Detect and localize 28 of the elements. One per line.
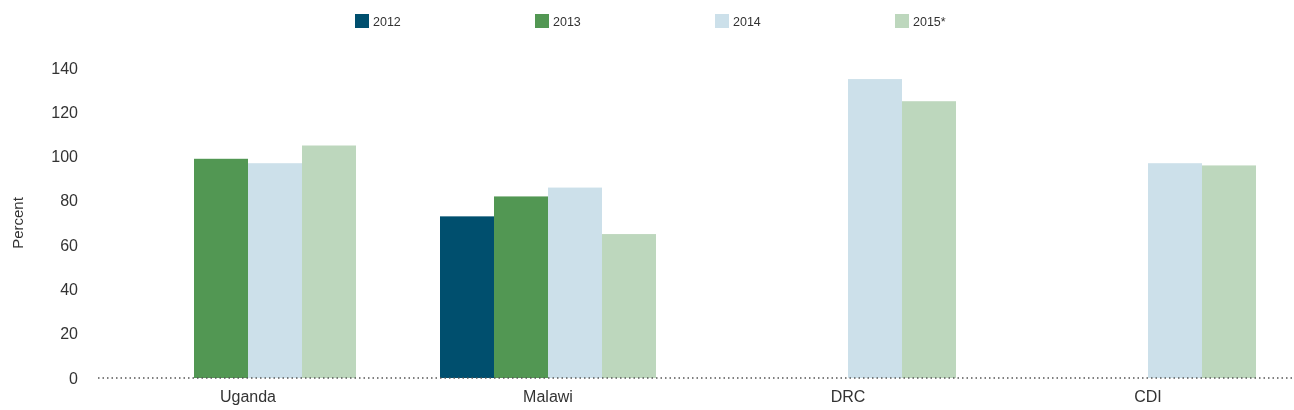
bar xyxy=(494,196,548,378)
y-tick-label: 60 xyxy=(60,236,79,254)
y-tick-label: 140 xyxy=(51,59,79,77)
y-tick-label: 40 xyxy=(60,281,79,299)
bar xyxy=(1202,165,1256,378)
bar xyxy=(440,216,494,378)
y-tick-label: 80 xyxy=(60,192,79,210)
bar xyxy=(902,101,956,378)
legend-label: 2014 xyxy=(733,14,761,29)
bar xyxy=(302,145,356,378)
x-tick-label: Malawi xyxy=(523,388,573,405)
bar xyxy=(248,163,302,378)
y-tick-label: 0 xyxy=(69,369,79,387)
y-tick-label: 100 xyxy=(51,148,79,166)
bar xyxy=(602,234,656,378)
bar xyxy=(548,187,602,378)
y-tick-label: 120 xyxy=(51,103,79,121)
legend-label: 2015* xyxy=(913,14,946,29)
y-axis-title: Percent xyxy=(9,196,26,249)
legend-label: 2012 xyxy=(373,14,401,29)
legend-label: 2013 xyxy=(553,14,581,29)
y-tick-label: 20 xyxy=(60,325,79,343)
x-tick-label: Uganda xyxy=(219,388,277,405)
x-tick-label: DRC xyxy=(830,388,866,405)
x-tick-label: CDI xyxy=(1134,388,1162,405)
bar xyxy=(194,158,248,378)
bar xyxy=(1148,163,1202,378)
bar xyxy=(848,79,902,378)
